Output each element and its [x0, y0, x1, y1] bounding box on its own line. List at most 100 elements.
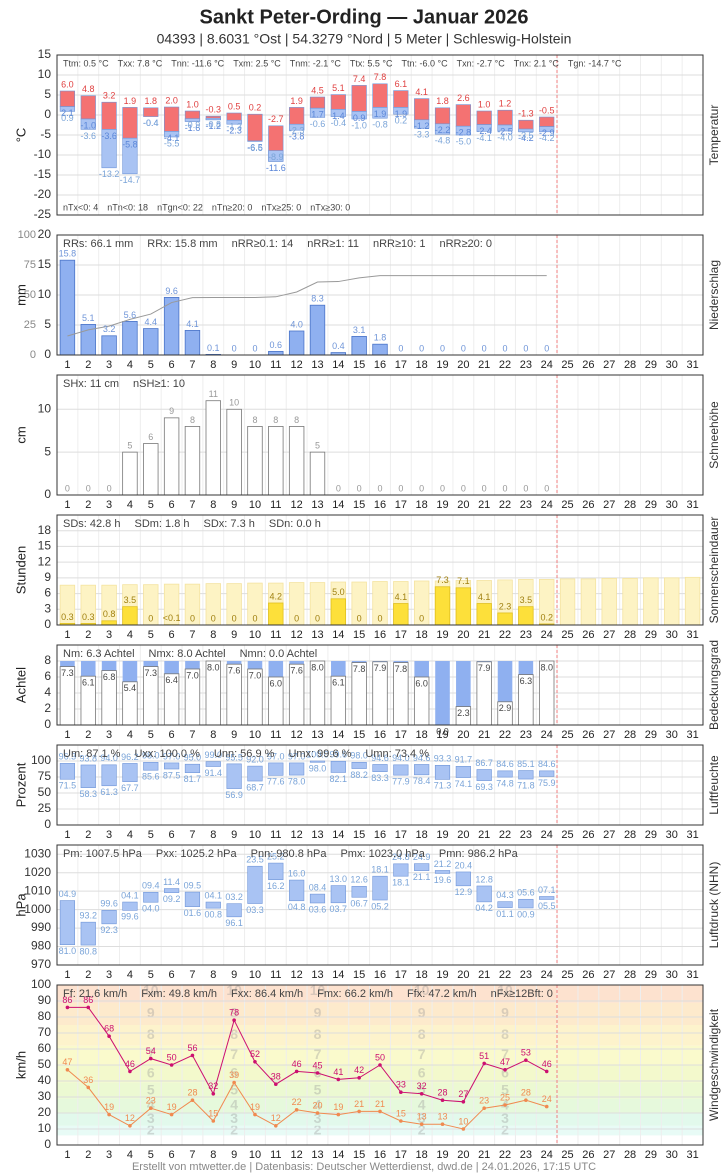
summary-stat: SDm: 1.8 h [134, 518, 189, 530]
x-tick-label: 12 [291, 499, 303, 511]
bar-remainder [435, 661, 450, 725]
value-label: 09.4 [142, 881, 160, 891]
x-tick-label: 24 [541, 969, 553, 981]
value-label: 6.8 [103, 672, 116, 682]
value-label: 46 [542, 1059, 552, 1069]
x-tick-label: 18 [416, 499, 428, 511]
x-tick-label: 27 [603, 829, 615, 841]
value-label: 8 [294, 415, 299, 425]
beaufort-label: 5 [501, 1081, 509, 1097]
range-bar [268, 150, 284, 162]
value-label: 46 [125, 1059, 135, 1069]
range-bar [330, 109, 346, 117]
beaufort-label: 5 [230, 1081, 238, 1097]
y-tick-label: 75 [38, 769, 52, 783]
point [274, 1082, 278, 1086]
range-bar [476, 124, 492, 132]
range-bar [164, 888, 180, 893]
bar [476, 603, 492, 625]
section-title: Sonnenscheindauer [707, 517, 721, 624]
value-label: 0 [544, 343, 549, 353]
range-bar [518, 898, 534, 909]
range-bar [434, 123, 451, 135]
value-label: 0 [357, 483, 362, 493]
x-tick-label: 24 [541, 629, 553, 641]
range-bar [80, 921, 96, 946]
value-label: 19 [167, 1102, 177, 1112]
range-bar [164, 762, 180, 770]
value-label: 0.4 [332, 341, 345, 351]
value-label: -1.3 [226, 122, 242, 132]
range-bar [497, 770, 513, 778]
value-label: -0.8 [206, 120, 222, 130]
x-tick-label: 25 [561, 829, 573, 841]
x-tick-label: 27 [603, 729, 615, 741]
range-bar [59, 900, 76, 945]
range-bar [476, 110, 492, 125]
value-label: 05.6 [517, 888, 535, 898]
y-tick-label: -5 [40, 127, 51, 141]
value-label: 7.3 [436, 575, 449, 585]
x-tick-label: 5 [148, 1149, 154, 1161]
value-label: 32 [417, 1081, 427, 1091]
value-label: 7.0 [249, 670, 262, 680]
value-label: -4.1 [164, 133, 180, 143]
range-bar [539, 896, 555, 900]
value-label: 2.9 [499, 703, 512, 713]
value-label: -3.8 [289, 132, 305, 142]
y-axis-label: Stunden [13, 546, 28, 594]
range-bar [184, 891, 201, 907]
bar [309, 304, 326, 355]
x-tick-label: 1 [64, 829, 70, 841]
value-label: 21 [354, 1099, 364, 1109]
x-tick-label: 22 [499, 629, 511, 641]
value-label: 1.8 [436, 96, 449, 106]
value-label: 94.0 [100, 753, 118, 763]
x-tick-label: 31 [686, 499, 698, 511]
bar [184, 668, 201, 725]
value-label: 10 [229, 398, 239, 408]
point [128, 1069, 132, 1074]
x-tick-label: 14 [332, 499, 344, 511]
value-label: 0 [190, 613, 195, 623]
value-label: 7.0 [186, 670, 199, 680]
point [524, 1058, 528, 1062]
range-bar [330, 885, 346, 904]
value-label: 0 [419, 483, 424, 493]
range-bar [289, 123, 305, 131]
plot-area [57, 55, 703, 215]
value-label: 7.3 [145, 668, 158, 678]
beaufort-label: 3 [230, 1110, 238, 1126]
value-label: 69.3 [475, 782, 493, 792]
value-label: 41 [333, 1067, 343, 1077]
point [294, 1108, 299, 1112]
value-label: 20 [312, 1100, 322, 1110]
section-title: Schneehöhe [707, 401, 721, 469]
x-tick-label: 28 [624, 829, 636, 841]
y-tick-label: 30 [38, 1089, 52, 1103]
y-tick-label: 15 [38, 539, 52, 553]
value-label: 94.0 [392, 753, 410, 763]
beaufort-band [57, 1125, 703, 1136]
y-tick-label: 3 [44, 601, 51, 615]
point [65, 1005, 70, 1010]
value-label: 21 [375, 1099, 385, 1109]
range-bar [59, 763, 76, 780]
value-label: 32 [208, 1081, 218, 1091]
x-tick-label: 16 [374, 629, 386, 641]
y-tick-label: -10 [34, 147, 52, 161]
range-bar [122, 763, 138, 782]
y-tick-label: -20 [34, 187, 52, 201]
x-tick-label: 13 [311, 499, 323, 511]
x-tick-label: 9 [231, 969, 237, 981]
range-bar [59, 106, 76, 112]
summary-stat: Nmn: 0.0 Achtel [240, 648, 318, 660]
value-label: 68 [104, 1024, 114, 1034]
summary-stat: Tgn: -14.7 °C [568, 58, 622, 68]
value-label: 51 [479, 1051, 489, 1061]
value-label: 7.9 [478, 663, 491, 673]
range-bar [414, 863, 430, 871]
value-label: -8.9 [268, 152, 284, 162]
value-label: -0.6 [310, 119, 326, 129]
summary-stat: SDs: 42.8 h [63, 518, 120, 530]
